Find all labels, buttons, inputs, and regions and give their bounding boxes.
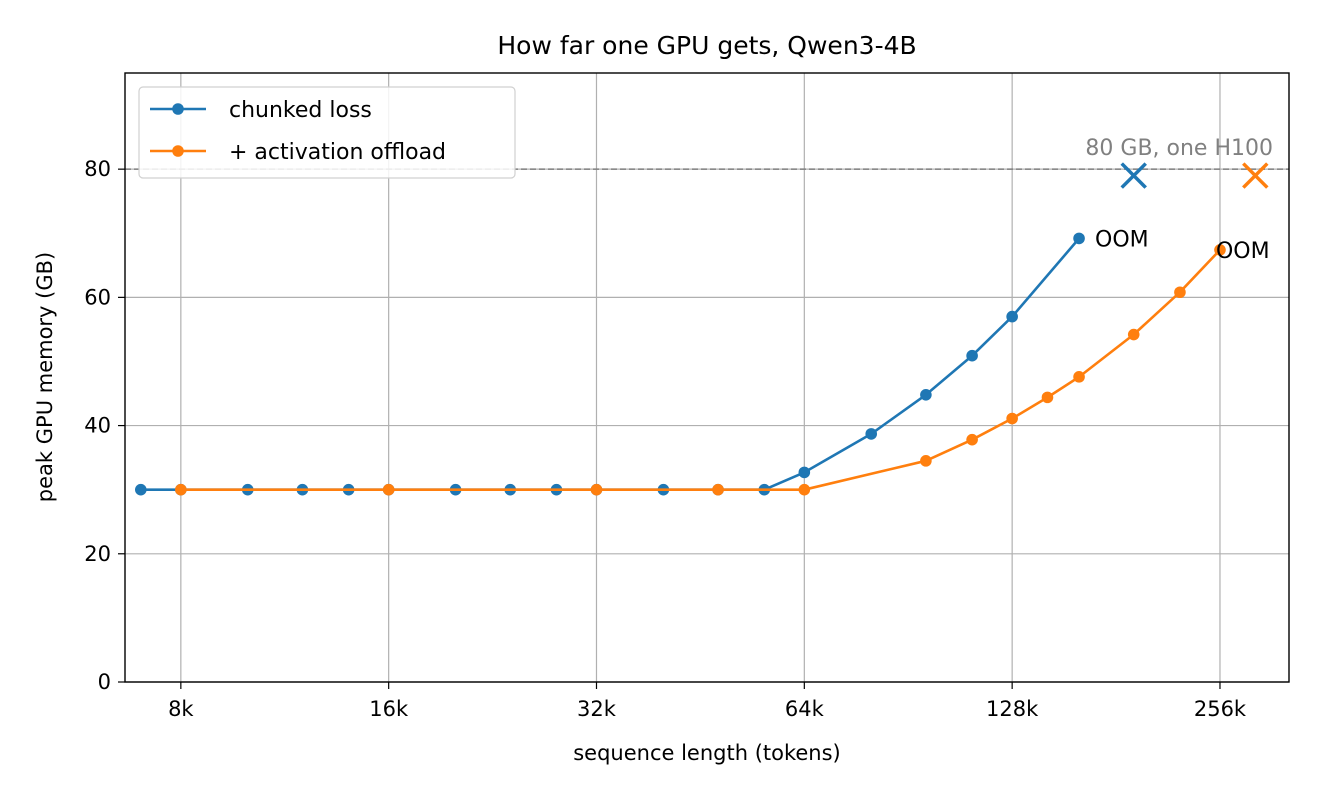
data-point [798,483,811,496]
legend-marker [172,145,184,157]
data-point [712,483,724,496]
x-axis-title: sequence length (tokens) [573,741,841,765]
axes-layer: 8k 16k 32k 64k 128k 256k 0 20 40 60 80 [84,72,1290,721]
series-layer: OOM OOM [135,162,1270,496]
plot-frame [124,72,1290,683]
data-point [798,466,811,479]
oom-label: OOM [1095,227,1149,252]
data-point [920,455,932,467]
data-point [382,483,395,496]
x-tick-label: 256k [1194,697,1247,721]
legend: chunked loss + activation offload [138,86,516,179]
legend-marker [172,103,184,115]
data-point [1073,232,1085,245]
reference-label: 80 GB, one H100 [1085,136,1273,161]
oom-marker [1242,162,1269,189]
data-point [135,483,147,496]
x-tick-label: 16k [369,697,409,721]
x-tick-label: 128k [986,697,1039,721]
data-point [920,389,932,401]
data-point [1174,286,1186,299]
data-point [1127,328,1140,341]
legend-box [138,86,516,179]
data-point [1214,244,1226,256]
x-tick-label: 32k [577,697,617,721]
y-tick-label: 80 [84,157,111,181]
data-point [865,428,878,440]
y-tick-label: 20 [84,542,111,566]
data-point [590,483,603,496]
x-tick-label: 64k [785,697,825,721]
legend-entry: + activation offload [229,140,446,165]
data-point [175,483,187,496]
series-1: OOM [175,162,1270,496]
data-point [1006,310,1018,323]
y-axis-title: peak GPU memory (GB) [33,252,57,502]
oom-marker [1120,162,1147,189]
legend-entry: chunked loss [229,98,372,123]
y-tick-label: 40 [84,414,111,438]
chart-title: How far one GPU gets, Qwen3-4B [497,31,916,60]
y-tick-label: 0 [98,670,111,694]
data-point [1006,412,1018,425]
data-point [966,349,978,362]
oom-label: OOM [1216,239,1270,264]
x-tick-label: 8k [168,697,194,721]
y-tick-label: 60 [84,285,111,309]
data-point [1041,391,1054,404]
data-point [966,433,978,446]
data-point [1073,371,1085,383]
